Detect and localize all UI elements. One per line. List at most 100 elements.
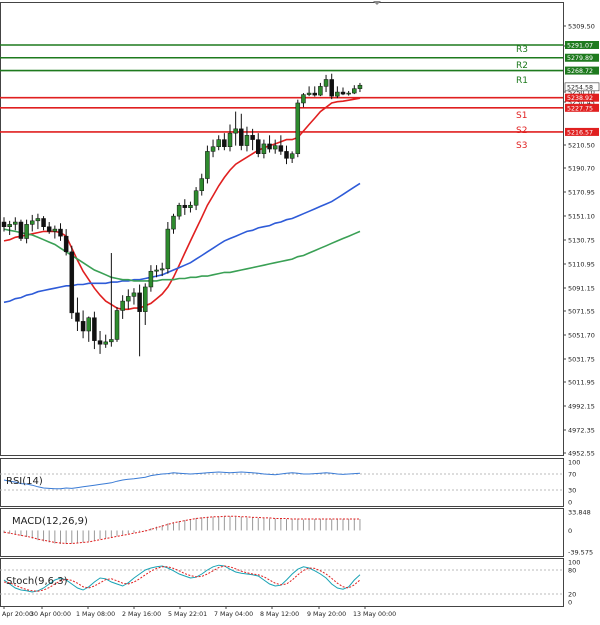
macd-tick-label: 33.848 <box>568 509 591 517</box>
candle-body-up <box>154 269 159 272</box>
level-name-s3: S3 <box>516 141 527 151</box>
time-tick-label: 5 May 22:01 <box>168 611 207 618</box>
candle-body-up <box>114 310 120 340</box>
candle-body-up <box>233 128 238 134</box>
candle-body-up <box>244 135 250 146</box>
candle-body-up <box>7 224 12 227</box>
candle-body-up <box>24 224 29 239</box>
candle-body-down <box>41 218 46 227</box>
candle-body-up <box>272 145 278 150</box>
time-tick-label: 13 May 00:00 <box>353 611 396 618</box>
price-tick-label: 4992.15 <box>568 403 595 411</box>
level-value-label: 5268.72 <box>567 68 593 75</box>
time-tick-label: 2 May 16:00 <box>122 611 161 618</box>
candle-body-up <box>289 153 295 159</box>
stoch-tick-label: 100 <box>568 559 580 567</box>
price-tick-label: 5250.10 <box>568 89 595 97</box>
candle-body-up <box>357 84 363 89</box>
rsi-tick-label: 30 <box>568 487 576 495</box>
rsi-tick-label: 0 <box>568 499 572 507</box>
candle-body-down <box>278 145 284 152</box>
candle-body-up <box>148 270 154 288</box>
candle-body-down <box>46 226 52 232</box>
price-tick-label: 5011.95 <box>568 379 595 387</box>
candle-body-down <box>239 128 244 146</box>
rsi-line <box>3 471 361 490</box>
candle-body-down <box>312 92 317 96</box>
candle-body-down <box>267 143 272 150</box>
stoch-tick-label: 0 <box>568 599 572 607</box>
candle-body-up <box>103 341 108 345</box>
rsi-tick-label: 100 <box>568 459 580 467</box>
candle-body-down <box>182 204 188 208</box>
price-tick-label: 5110.95 <box>568 261 595 269</box>
candle-body-down <box>92 317 97 341</box>
candle-body-down <box>1 221 7 227</box>
candle-body-up <box>318 86 323 96</box>
time-tick-label: 8 May 12:00 <box>260 611 299 618</box>
macd-tick-label: 0 <box>568 527 572 535</box>
candle-body-down <box>97 340 103 345</box>
candle-body-up <box>335 91 340 97</box>
candle-body-up <box>306 92 312 95</box>
candle-body-up <box>216 139 221 147</box>
rsi-tick-label: 70 <box>568 471 576 479</box>
time-tick-label: 7 May 04:00 <box>214 611 253 618</box>
candle-body-up <box>52 228 58 232</box>
candle-body-down <box>222 139 227 147</box>
moving-average-line <box>3 97 361 311</box>
price-tick-label: 5170.95 <box>568 189 595 197</box>
macd-panel-frame <box>0 508 564 557</box>
level-value-label: 5216.57 <box>567 129 593 136</box>
rsi-label: RSI(14) <box>6 476 43 487</box>
time-tick-label: 30 Apr 00:00 <box>30 611 71 618</box>
candle-body-up <box>131 292 137 297</box>
macd-label: MACD(12,26,9) <box>12 516 88 527</box>
candle-body-down <box>63 235 69 253</box>
level-value-box <box>565 53 599 62</box>
candle-body-up <box>295 102 301 154</box>
candle-body-up <box>165 228 171 270</box>
price-tick-label: 4972.35 <box>568 427 595 435</box>
candle-body-up <box>30 220 35 225</box>
top-marker <box>373 1 381 5</box>
candle-body-up <box>199 178 204 191</box>
level-value-box <box>565 127 599 136</box>
level-name-s1: S1 <box>516 111 527 121</box>
stoch-signal-line <box>3 565 361 592</box>
candle-body-up <box>346 92 351 95</box>
candle-body-up <box>193 190 199 206</box>
price-tick-label: 5031.75 <box>568 356 595 364</box>
candle-body-up <box>120 300 125 311</box>
candle-body-up <box>210 146 216 152</box>
candle-body-up <box>86 317 91 332</box>
current-price-label: 5254.58 <box>567 84 593 91</box>
level-value-box <box>565 103 599 112</box>
moving-average-line <box>3 182 361 304</box>
candle-body-down <box>18 221 24 239</box>
level-value-box <box>565 93 599 102</box>
candle-body-down <box>80 321 86 332</box>
candle-body-up <box>126 296 131 302</box>
time-tick-label: 29 Apr 20:00 <box>0 611 33 618</box>
candle-body-up <box>171 215 176 230</box>
level-value-label: 5279.89 <box>567 55 593 62</box>
level-value-box <box>565 66 599 75</box>
price-tick-label: 5210.50 <box>568 142 595 150</box>
candle-body-up <box>109 339 114 343</box>
level-value-label: 5238.92 <box>567 95 593 102</box>
price-tick-label: 5091.15 <box>568 285 595 293</box>
level-name-r3: R3 <box>516 45 528 55</box>
price-tick-label: 5309.50 <box>568 23 595 31</box>
time-tick-label: 9 May 20:00 <box>307 611 346 618</box>
candle-body-up <box>301 94 306 104</box>
candle-body-down <box>137 292 142 312</box>
candle-body-down <box>69 251 75 314</box>
candle-body-down <box>75 312 80 322</box>
level-name-r1: R1 <box>516 76 528 86</box>
stoch-panel-frame <box>0 558 564 607</box>
current-price-box <box>564 82 600 92</box>
candle-body-up <box>143 286 148 312</box>
rsi-panel-frame <box>0 458 564 507</box>
